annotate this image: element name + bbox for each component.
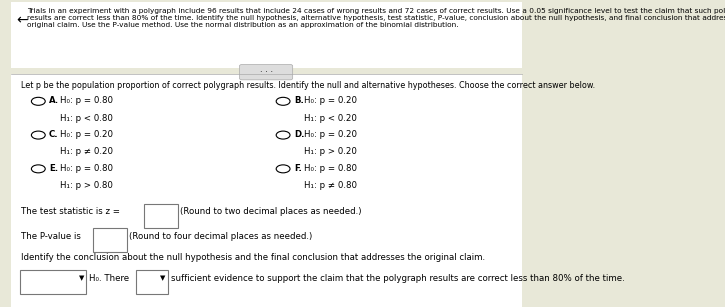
Text: ▼: ▼ xyxy=(160,275,165,282)
Text: H₀: p = 0.80: H₀: p = 0.80 xyxy=(59,96,112,105)
Text: The test statistic is z =: The test statistic is z = xyxy=(21,207,120,216)
FancyBboxPatch shape xyxy=(239,64,293,80)
Text: H₀: p = 0.20: H₀: p = 0.20 xyxy=(59,130,112,139)
Text: H₁: p < 0.80: H₁: p < 0.80 xyxy=(59,114,112,122)
Text: (Round to two decimal places as needed.): (Round to two decimal places as needed.) xyxy=(181,207,362,216)
Text: H₁: p > 0.20: H₁: p > 0.20 xyxy=(304,147,357,156)
Text: H₀. There: H₀. There xyxy=(89,274,130,283)
Text: H₁: p > 0.80: H₁: p > 0.80 xyxy=(59,181,112,190)
Text: ▼: ▼ xyxy=(79,275,84,282)
Text: C.: C. xyxy=(49,130,59,139)
Text: H₀: p = 0.80: H₀: p = 0.80 xyxy=(59,164,112,173)
FancyBboxPatch shape xyxy=(144,204,178,228)
Text: H₀: p = 0.80: H₀: p = 0.80 xyxy=(304,164,357,173)
Text: · · ·: · · · xyxy=(260,68,273,77)
Text: H₀: p = 0.20: H₀: p = 0.20 xyxy=(304,130,357,139)
Text: H₁: p ≠ 0.20: H₁: p ≠ 0.20 xyxy=(59,147,112,156)
Text: H₁: p < 0.20: H₁: p < 0.20 xyxy=(304,114,357,122)
FancyBboxPatch shape xyxy=(20,270,86,294)
FancyBboxPatch shape xyxy=(93,228,127,252)
Text: H₁: p ≠ 0.80: H₁: p ≠ 0.80 xyxy=(304,181,357,190)
Text: F.: F. xyxy=(294,164,302,173)
Text: B.: B. xyxy=(294,96,304,105)
FancyBboxPatch shape xyxy=(11,74,521,307)
Text: Let p be the population proportion of correct polygraph results. Identify the nu: Let p be the population proportion of co… xyxy=(21,81,595,90)
Text: E.: E. xyxy=(49,164,58,173)
Text: sufficient evidence to support the claim that the polygraph results are correct : sufficient evidence to support the claim… xyxy=(171,274,624,283)
Text: D.: D. xyxy=(294,130,304,139)
Text: A.: A. xyxy=(49,96,59,105)
Text: (Round to four decimal places as needed.): (Round to four decimal places as needed.… xyxy=(129,232,312,241)
FancyBboxPatch shape xyxy=(136,270,167,294)
Text: H₀: p = 0.20: H₀: p = 0.20 xyxy=(304,96,357,105)
FancyBboxPatch shape xyxy=(11,2,521,68)
Text: Identify the conclusion about the null hypothesis and the final conclusion that : Identify the conclusion about the null h… xyxy=(21,253,486,262)
Text: The P-value is: The P-value is xyxy=(21,232,81,241)
Text: ←: ← xyxy=(16,13,28,27)
Text: Trials in an experiment with a polygraph include 96 results that include 24 case: Trials in an experiment with a polygraph… xyxy=(27,8,725,28)
